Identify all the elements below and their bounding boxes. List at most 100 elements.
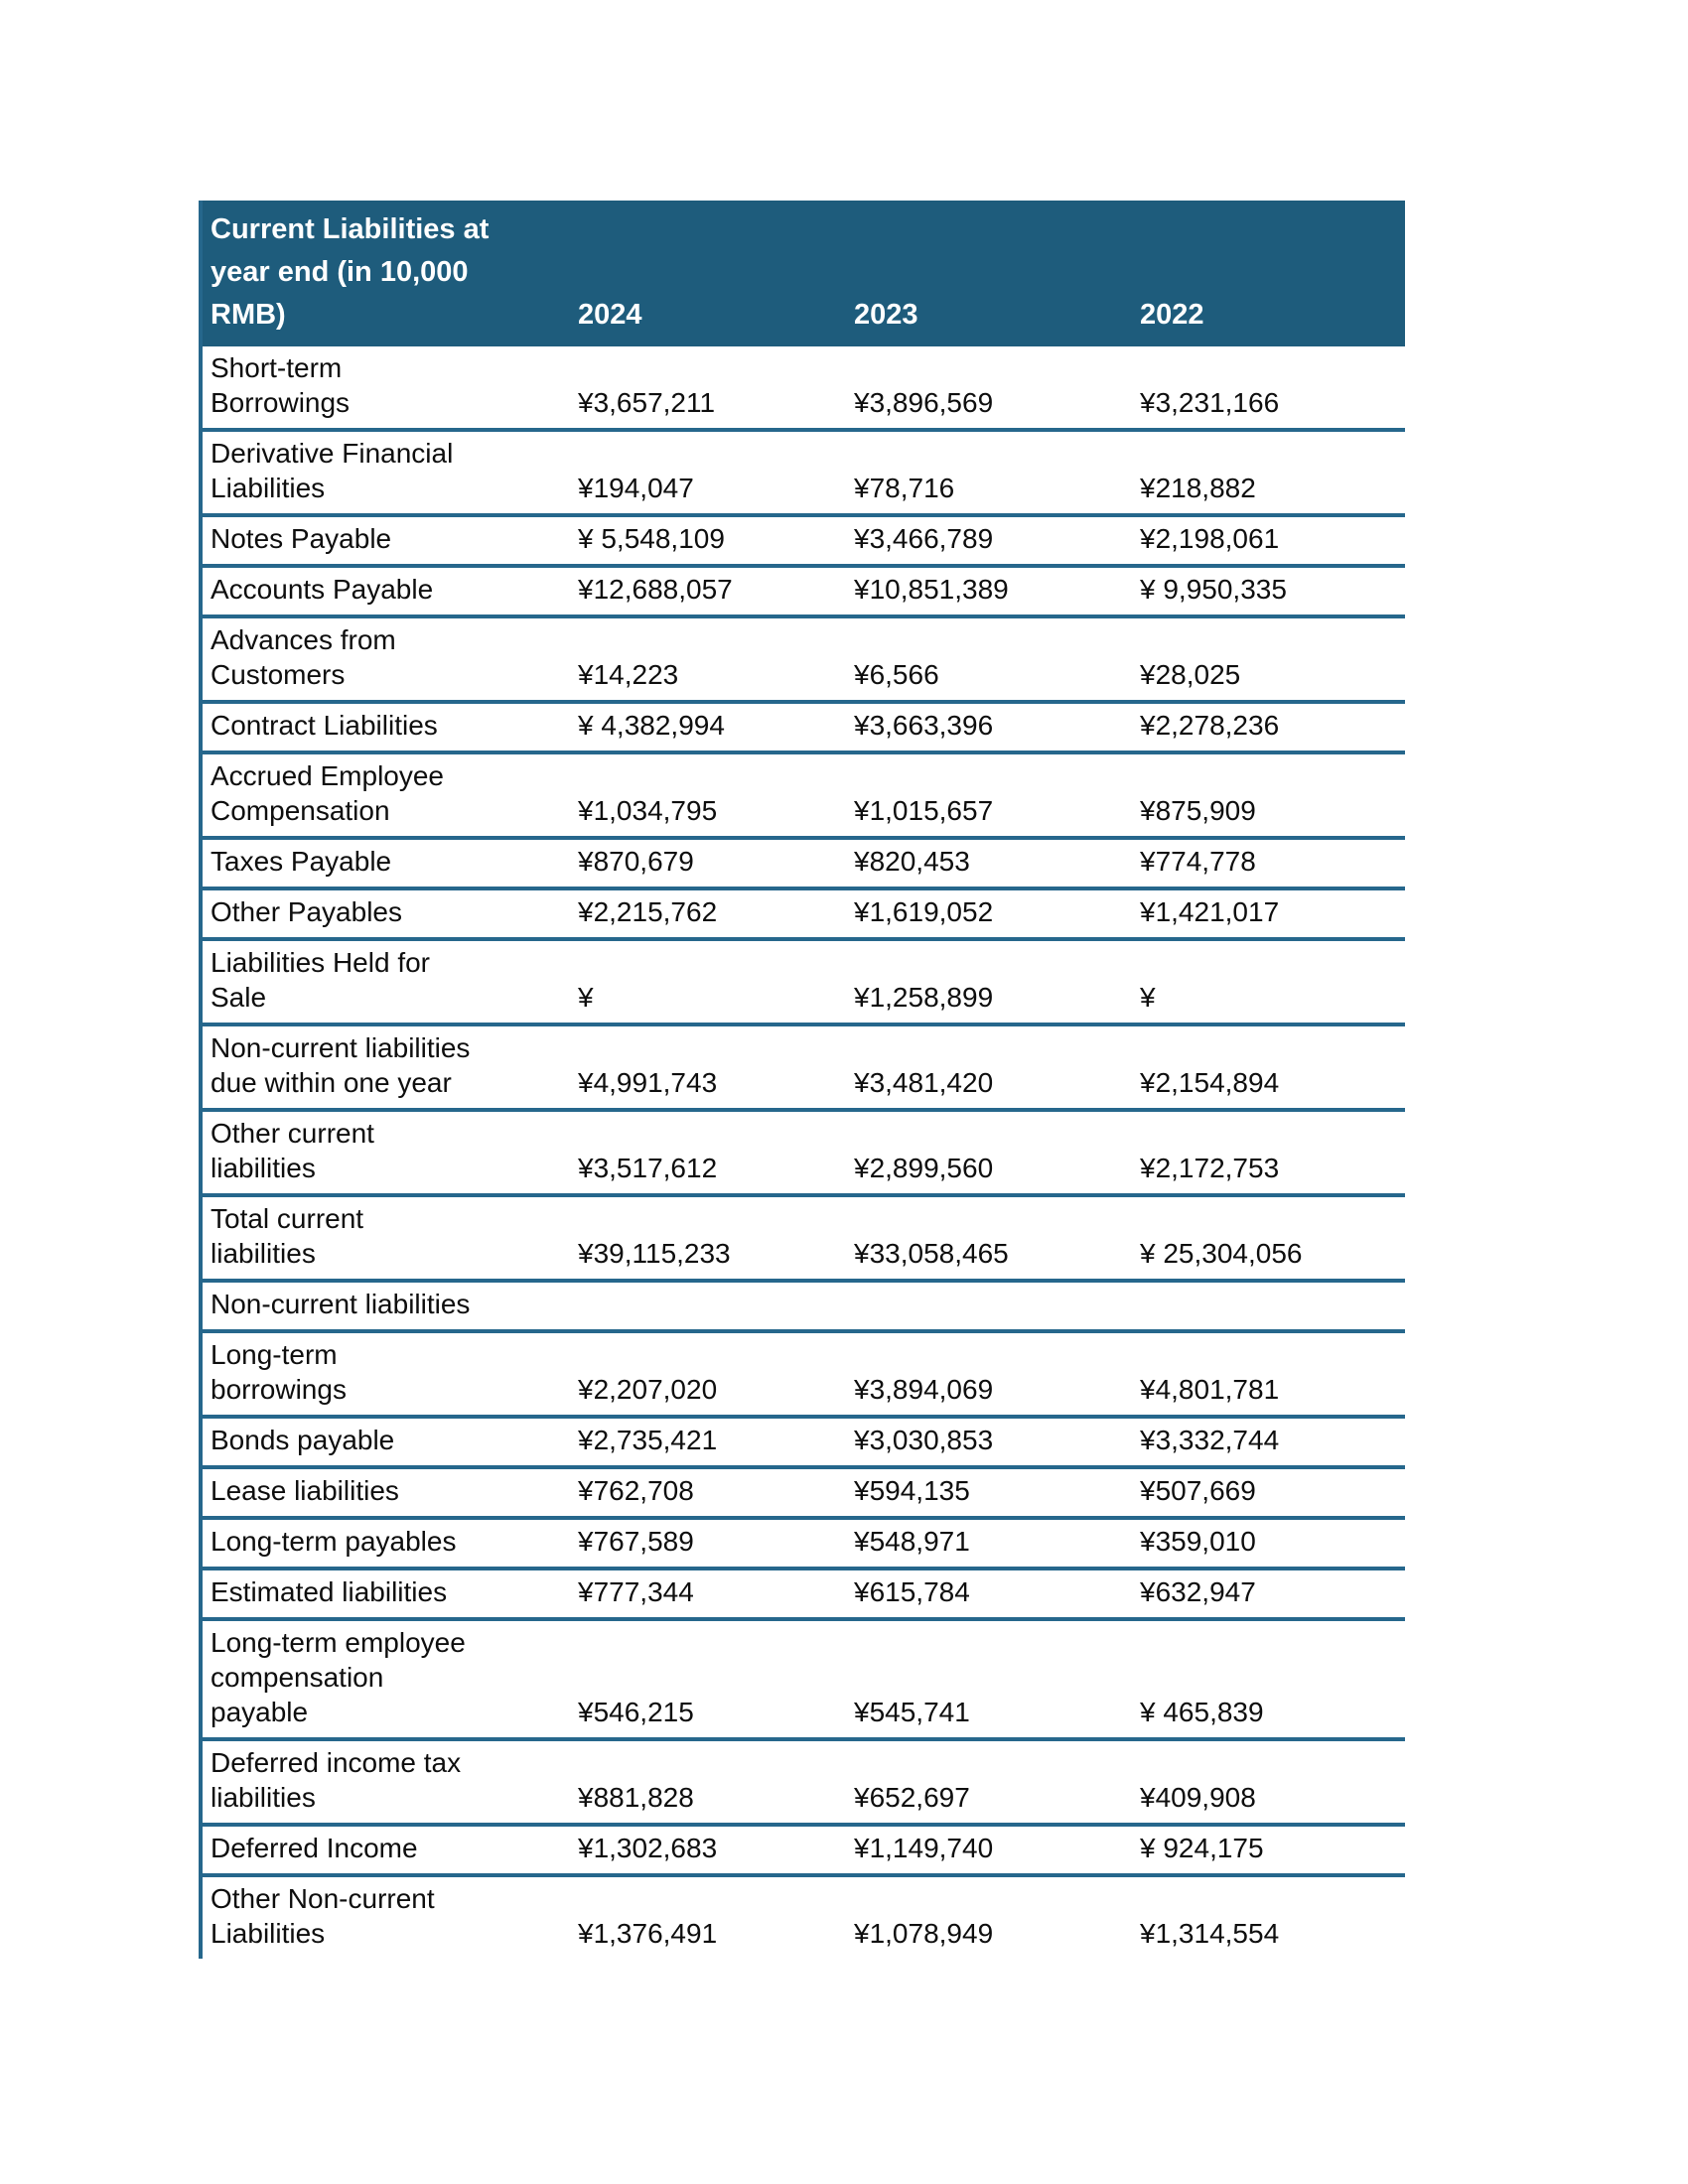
column-header-2024: 2024 — [570, 201, 846, 346]
cell-2022: ¥2,278,236 — [1132, 702, 1405, 754]
row-label: Long-term payables — [203, 1518, 570, 1570]
table-row: Other Payables ¥2,215,762 ¥1,619,052 ¥1,421… — [203, 888, 1405, 941]
cell-2022: ¥ — [1132, 939, 1405, 1026]
cell-2024: ¥3,657,211 — [570, 346, 846, 432]
table-row: Long-term payables ¥767,589 ¥548,971 ¥359,0… — [203, 1518, 1405, 1570]
cell-2022: ¥875,909 — [1132, 752, 1405, 840]
liabilities-table-container: Current Liabilities at year end (in 10,0… — [199, 201, 1405, 1959]
cell-2023: ¥78,716 — [846, 430, 1132, 517]
cell-2022: ¥2,172,753 — [1132, 1110, 1405, 1197]
cell-2023: ¥652,697 — [846, 1739, 1132, 1827]
cell-2023: ¥545,741 — [846, 1619, 1132, 1741]
column-header-2022: 2022 — [1132, 201, 1405, 346]
cell-2022: ¥3,332,744 — [1132, 1417, 1405, 1469]
row-label: Total current liabilities — [203, 1195, 570, 1283]
cell-2023: ¥548,971 — [846, 1518, 1132, 1570]
cell-2024: ¥2,735,421 — [570, 1417, 846, 1469]
cell-2024: ¥14,223 — [570, 616, 846, 704]
row-label: Deferred Income — [203, 1825, 570, 1877]
cell-2023: ¥615,784 — [846, 1569, 1132, 1621]
row-label: Derivative Financial Liabilities — [203, 430, 570, 517]
row-label: Short-term Borrowings — [203, 346, 570, 432]
table-row: Notes Payable ¥ 5,548,109 ¥3,466,789 ¥2,198… — [203, 515, 1405, 568]
table-row: Derivative Financial Liabilities ¥194,047… — [203, 430, 1405, 517]
cell-2024: ¥1,376,491 — [578, 1918, 718, 1949]
table-row: Long-term employee compensation payable ¥… — [203, 1619, 1405, 1741]
table-row: Accrued Employee Compensation ¥1,034,795 ¥… — [203, 752, 1405, 840]
table-row: Deferred income tax liabilities ¥881,828 ¥… — [203, 1739, 1405, 1827]
cell-2023: ¥1,015,657 — [846, 752, 1132, 840]
cell-2022: ¥409,908 — [1132, 1739, 1405, 1827]
cell-2022: ¥3,231,166 — [1132, 346, 1405, 432]
row-label: Accrued Employee Compensation — [203, 752, 570, 840]
row-label: Deferred income tax liabilities — [203, 1739, 570, 1827]
liabilities-table: Current Liabilities at year end (in 10,0… — [203, 201, 1405, 1959]
table-row: Bonds payable ¥2,735,421 ¥3,030,853 ¥3,332,… — [203, 1417, 1405, 1469]
table-title: Current Liabilities at year end (in 10,0… — [203, 201, 570, 346]
cell-2022: ¥ 9,950,335 — [1132, 566, 1405, 618]
cell-2023: ¥10,851,389 — [846, 566, 1132, 618]
table-row: Short-term Borrowings ¥3,657,211 ¥3,896,56… — [203, 346, 1405, 432]
table-row: Deferred Income ¥1,302,683 ¥1,149,740 ¥ 924… — [203, 1825, 1405, 1877]
table-row: Taxes Payable ¥870,679 ¥820,453 ¥774,778 — [203, 838, 1405, 890]
table-row: Non-current liabilities — [203, 1281, 1405, 1333]
cell-2023: ¥1,149,740 — [846, 1825, 1132, 1877]
cell-2023: ¥3,894,069 — [846, 1331, 1132, 1419]
cell-2022: ¥28,025 — [1132, 616, 1405, 704]
table-row: Other Non-current Liabilities ¥1,376,491 ¥… — [203, 1875, 1405, 1959]
cell-2024: ¥ 4,382,994 — [570, 702, 846, 754]
cell-2023: ¥3,466,789 — [846, 515, 1132, 568]
table-row: Lease liabilities ¥762,708 ¥594,135 ¥507,66… — [203, 1467, 1405, 1520]
table-row: Total current liabilities ¥39,115,233 ¥33,… — [203, 1195, 1405, 1283]
row-label: Other Non-current Liabilities — [211, 1883, 435, 1949]
cell-2024: ¥12,688,057 — [570, 566, 846, 618]
cell-2024 — [570, 1281, 846, 1333]
cell-2023: ¥3,896,569 — [846, 346, 1132, 432]
row-label: Lease liabilities — [203, 1467, 570, 1520]
cell-2023: ¥594,135 — [846, 1467, 1132, 1520]
row-label: Long-term borrowings — [203, 1331, 570, 1419]
cell-2024: ¥4,991,743 — [570, 1024, 846, 1112]
row-label: Contract Liabilities — [203, 702, 570, 754]
row-label: Estimated liabilities — [203, 1569, 570, 1621]
cell-2024: ¥1,034,795 — [570, 752, 846, 840]
cell-2022: ¥2,154,894 — [1132, 1024, 1405, 1112]
cell-2022: ¥1,314,554 — [1140, 1918, 1280, 1949]
cell-2023: ¥2,899,560 — [846, 1110, 1132, 1197]
cell-2024: ¥2,207,020 — [570, 1331, 846, 1419]
row-label: Bonds payable — [203, 1417, 570, 1469]
row-label: Accounts Payable — [203, 566, 570, 618]
table-row: Other current liabilities ¥3,517,612 ¥2,89… — [203, 1110, 1405, 1197]
cell-2024: ¥2,215,762 — [570, 888, 846, 941]
cell-2024: ¥ 5,548,109 — [570, 515, 846, 568]
cell-2024: ¥1,302,683 — [570, 1825, 846, 1877]
row-label: Long-term employee compensation payable — [203, 1619, 570, 1741]
cell-2022: ¥507,669 — [1132, 1467, 1405, 1520]
cell-2023: ¥3,030,853 — [846, 1417, 1132, 1469]
cell-2022: ¥632,947 — [1132, 1569, 1405, 1621]
cell-2022: ¥774,778 — [1132, 838, 1405, 890]
cell-2024: ¥3,517,612 — [570, 1110, 846, 1197]
cell-2022 — [1132, 1281, 1405, 1333]
table-body: Short-term Borrowings ¥3,657,211 ¥3,896,56… — [203, 346, 1405, 1959]
cell-2022: ¥4,801,781 — [1132, 1331, 1405, 1419]
cell-2022: ¥1,421,017 — [1132, 888, 1405, 941]
row-label: Taxes Payable — [203, 838, 570, 890]
table-row: Contract Liabilities ¥ 4,382,994 ¥3,663,39… — [203, 702, 1405, 754]
table-row: Long-term borrowings ¥2,207,020 ¥3,894,069… — [203, 1331, 1405, 1419]
table-row: Liabilities Held for Sale ¥ ¥1,258,899 ¥ — [203, 939, 1405, 1026]
cell-2024: ¥881,828 — [570, 1739, 846, 1827]
table-row: Accounts Payable ¥12,688,057 ¥10,851,389 ¥ … — [203, 566, 1405, 618]
row-label: Non-current liabilities — [203, 1281, 570, 1333]
cell-2024: ¥39,115,233 — [570, 1195, 846, 1283]
cell-2023: ¥3,481,420 — [846, 1024, 1132, 1112]
cell-2023: ¥33,058,465 — [846, 1195, 1132, 1283]
cell-2024: ¥546,215 — [570, 1619, 846, 1741]
row-label: Notes Payable — [203, 515, 570, 568]
cell-2023: ¥1,078,949 — [854, 1918, 994, 1949]
cell-2022: ¥2,198,061 — [1132, 515, 1405, 568]
cell-2024: ¥762,708 — [570, 1467, 846, 1520]
cell-2022: ¥ 25,304,056 — [1132, 1195, 1405, 1283]
row-label: Liabilities Held for Sale — [203, 939, 570, 1026]
